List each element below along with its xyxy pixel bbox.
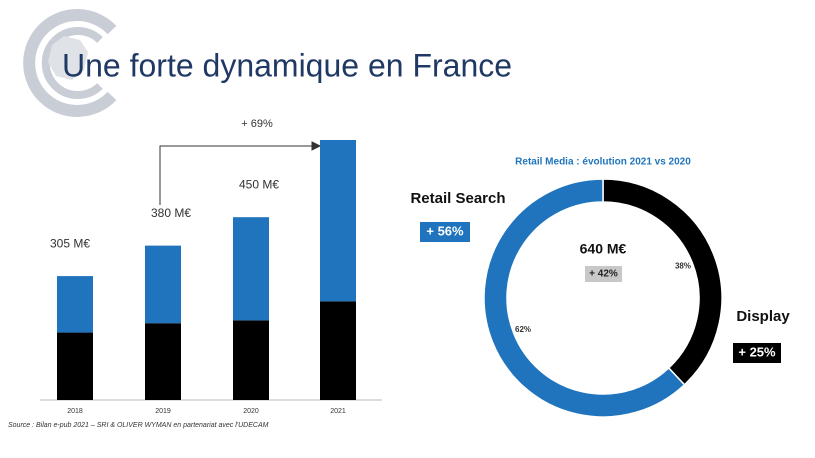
bar-segment <box>145 245 181 324</box>
x-tick-label: 2020 <box>243 408 259 415</box>
growth-label: + 25% <box>738 344 776 359</box>
annotation: + 69% <box>241 118 273 130</box>
source: Source : Bilan e-pub 2021 – SRI & OLIVER… <box>8 422 269 429</box>
legend-label: Retail Search <box>410 190 505 207</box>
slide-title: Une forte dynamique en France <box>62 47 512 83</box>
value-label: 38% <box>675 261 691 270</box>
growth-arrow <box>159 141 322 205</box>
bar-segment <box>320 140 356 302</box>
growth-badge <box>420 222 470 242</box>
x-tick-label: 2018 <box>67 408 83 415</box>
bar-segment <box>145 323 181 400</box>
bar-segment <box>57 332 93 400</box>
donut-segment <box>483 178 686 418</box>
logo <box>23 9 117 117</box>
x-tick-label: 2019 <box>155 408 171 415</box>
growth-label: + 56% <box>426 223 464 238</box>
bar-segment <box>57 276 93 333</box>
bar-segment <box>320 301 356 400</box>
value-label: 62% <box>515 325 531 334</box>
center-badge <box>585 266 622 282</box>
center-label: 640 M€ <box>580 241 627 257</box>
total-label: 380 M€ <box>151 206 191 220</box>
legend-label: Display <box>736 308 790 325</box>
total-label: 450 M€ <box>239 177 279 191</box>
x-tick-label: 2021 <box>330 408 346 415</box>
bar-segment <box>233 217 269 321</box>
growth-badge <box>733 343 781 363</box>
total-label: 305 M€ <box>50 236 90 250</box>
center-sublabel: + 42% <box>589 269 618 280</box>
chart-title: Retail Media : évolution 2021 vs 2020 <box>515 157 691 168</box>
bar-segment <box>233 320 269 400</box>
